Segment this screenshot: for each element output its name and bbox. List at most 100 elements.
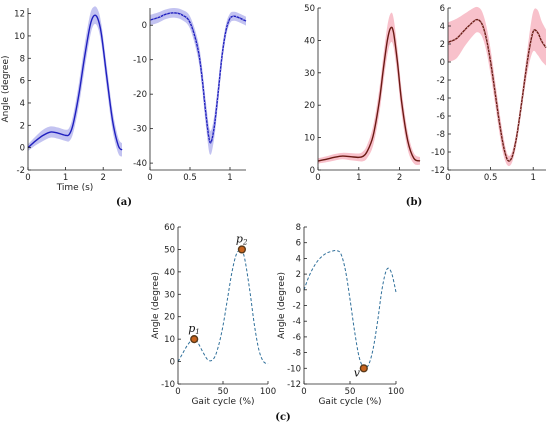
x-tick-label: 2 (397, 173, 402, 183)
y-tick-label: -2 (293, 302, 301, 312)
y-tick-label: 10 (304, 134, 315, 144)
series-line-b-left (317, 26, 421, 162)
point-label-sub: 2 (242, 238, 248, 246)
y-tick-label: 12 (14, 10, 25, 20)
band-b-right (448, 6, 546, 167)
band-a-left (28, 6, 122, 157)
y-tick-label: -8 (437, 130, 445, 140)
y-tick-label: 6 (296, 239, 301, 249)
y-axis-label: Angle (degree) (151, 272, 161, 339)
chart-b-right: 0 0.5 1 -12 -10 -8 -6 -4 -2 0 2 4 6 (431, 4, 547, 183)
x-tick-label: 50 (218, 387, 229, 397)
y-tick-label: 0 (296, 286, 301, 296)
x-axis-label: Gait cycle (%) (318, 397, 381, 407)
point-label-main: v (354, 366, 361, 379)
series-line-a-right (149, 12, 247, 144)
x-tick-label: 2 (100, 173, 105, 183)
panel-label-c: (c) (275, 412, 291, 423)
point-label: p2 (236, 232, 248, 246)
x-tick-label: 1 (227, 173, 232, 183)
panel-label-a: (a) (116, 197, 132, 208)
y-tick-label: 0 (170, 358, 175, 368)
y-tick-label: 30 (304, 69, 315, 79)
y-tick-label: 0 (142, 21, 147, 31)
point-label-main: p (236, 232, 243, 245)
y-tick-label: -12 (287, 380, 301, 390)
y-tick-label: 6 (440, 4, 445, 14)
series-dots-a-right (149, 12, 247, 144)
x-tick-label: 50 (345, 387, 356, 397)
y-tick-label: 8 (20, 54, 25, 64)
chart-a-right: 0 0.5 1 -40 -30 -20 -10 0 (133, 7, 247, 183)
x-tick-label: 0 (175, 387, 180, 397)
y-tick-label: 0 (20, 144, 25, 154)
x-tick-label: 100 (388, 387, 404, 397)
y-tick-label: 2 (296, 270, 301, 280)
series-dots-b-right (447, 19, 547, 162)
band-a-right (150, 7, 246, 155)
point-label-sub: 1 (195, 328, 199, 336)
x-tick-label: 0 (445, 173, 450, 183)
y-tick-label: 50 (304, 4, 315, 14)
series-line-c-right (303, 249, 397, 369)
y-tick-label: 40 (164, 268, 175, 278)
y-tick-label: 8 (296, 223, 301, 233)
y-tick-label: 20 (164, 313, 175, 323)
y-tick-label: -6 (437, 112, 445, 122)
x-tick-label: 0 (25, 173, 30, 183)
y-tick-label: 4 (440, 22, 445, 32)
y-tick-label: -10 (431, 148, 445, 158)
y-tick-label: -10 (161, 380, 175, 390)
y-tick-label: 60 (164, 223, 175, 233)
chart-c-right: 0 50 100 -12 -10 -8 -6 -4 -2 0 2 4 6 8 Gait cycle (%) A… (277, 223, 404, 407)
x-tick-label: 1 (531, 173, 536, 183)
series-line-c-left (177, 248, 269, 365)
y-tick-label: 10 (164, 335, 175, 345)
point-marker (359, 364, 368, 373)
point-marker (237, 245, 247, 254)
y-tick-label: -10 (133, 56, 147, 66)
series-line-a-left (27, 14, 123, 151)
x-tick-label: 1 (356, 173, 361, 183)
y-tick-label: -40 (133, 159, 147, 169)
y-tick-label: 2 (20, 121, 25, 131)
y-tick-label: 50 (164, 245, 175, 255)
x-tick-label: 1 (63, 173, 68, 183)
x-axis-label: Gait cycle (%) (191, 397, 254, 407)
y-tick-label: 0 (310, 166, 315, 176)
y-tick-label: 40 (304, 36, 315, 46)
y-tick-label: -2 (17, 166, 25, 176)
y-tick-label: -10 (287, 364, 301, 374)
x-tick-label: 100 (260, 387, 276, 397)
y-tick-label: 30 (164, 290, 175, 300)
y-tick-label: -8 (293, 349, 301, 359)
y-tick-label: 4 (20, 99, 25, 109)
y-axis-label: Angle (degree) (1, 55, 11, 122)
y-tick-label: -6 (293, 333, 301, 343)
y-tick-label: 6 (20, 77, 25, 87)
band-b-left (318, 12, 420, 166)
y-tick-label: 20 (304, 101, 315, 111)
point-label-main: p (188, 322, 195, 335)
x-axis-label: Time (s) (56, 183, 94, 193)
y-tick-label: 10 (14, 32, 25, 42)
y-tick-label: 4 (296, 254, 301, 264)
x-tick-label: 0 (147, 173, 152, 183)
y-tick-label: -12 (431, 166, 445, 176)
y-tick-label: 0 (440, 58, 445, 68)
y-tick-label: -30 (133, 125, 147, 135)
y-tick-label: 2 (440, 40, 445, 50)
y-tick-label: -4 (437, 94, 445, 104)
point-label: v (354, 366, 361, 379)
panel-label-b: (b) (406, 197, 422, 208)
point-marker (190, 335, 199, 344)
y-tick-label: -20 (133, 90, 147, 100)
y-tick-label: -2 (437, 76, 445, 86)
y-tick-label: -4 (293, 317, 301, 327)
x-tick-label: 0 (315, 173, 320, 183)
point-label: p1 (188, 322, 200, 336)
